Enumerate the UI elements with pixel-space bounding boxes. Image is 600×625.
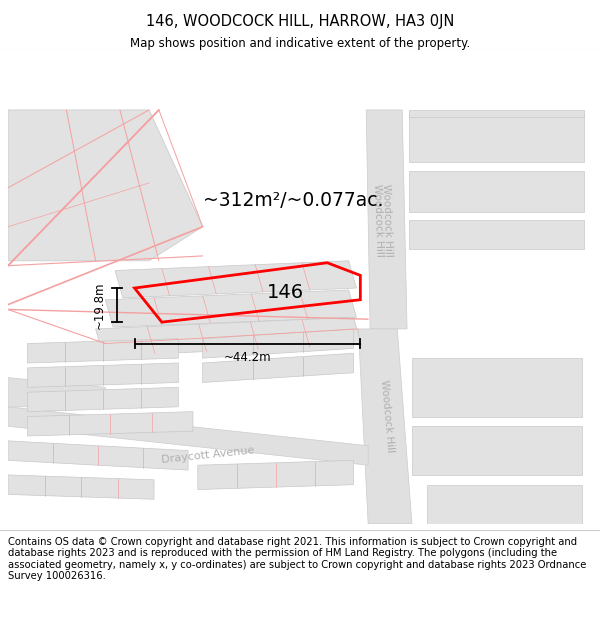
Text: ~312m²/~0.077ac.: ~312m²/~0.077ac.	[203, 191, 383, 210]
Polygon shape	[95, 318, 361, 356]
Polygon shape	[409, 220, 584, 249]
Polygon shape	[409, 110, 584, 117]
Text: ~44.2m: ~44.2m	[224, 351, 271, 364]
Polygon shape	[8, 441, 188, 470]
Text: Woodcock Hill: Woodcock Hill	[382, 183, 394, 257]
Text: ~19.8m: ~19.8m	[93, 281, 106, 329]
Polygon shape	[28, 412, 193, 436]
Polygon shape	[203, 353, 353, 382]
Polygon shape	[28, 388, 178, 412]
Polygon shape	[28, 339, 178, 363]
Polygon shape	[28, 363, 178, 388]
Text: Contains OS data © Crown copyright and database right 2021. This information is : Contains OS data © Crown copyright and d…	[8, 537, 586, 581]
Polygon shape	[366, 110, 407, 329]
Polygon shape	[358, 329, 412, 524]
Polygon shape	[412, 426, 582, 475]
Polygon shape	[198, 461, 353, 489]
Text: Woodcock Hill: Woodcock Hill	[379, 380, 396, 453]
Polygon shape	[106, 290, 356, 327]
Polygon shape	[8, 475, 154, 499]
Text: Map shows position and indicative extent of the property.: Map shows position and indicative extent…	[130, 38, 470, 51]
Polygon shape	[412, 358, 582, 416]
Polygon shape	[8, 378, 106, 407]
Polygon shape	[115, 261, 356, 298]
Text: Woodcock Hill: Woodcock Hill	[371, 183, 384, 257]
Polygon shape	[427, 484, 582, 524]
Text: 146: 146	[267, 283, 304, 302]
Polygon shape	[409, 113, 584, 161]
Polygon shape	[8, 110, 203, 261]
Text: 146, WOODCOCK HILL, HARROW, HA3 0JN: 146, WOODCOCK HILL, HARROW, HA3 0JN	[146, 14, 454, 29]
Polygon shape	[409, 171, 584, 212]
Text: Draycott Avenue: Draycott Avenue	[161, 446, 254, 466]
Polygon shape	[8, 407, 368, 465]
Polygon shape	[203, 329, 353, 358]
